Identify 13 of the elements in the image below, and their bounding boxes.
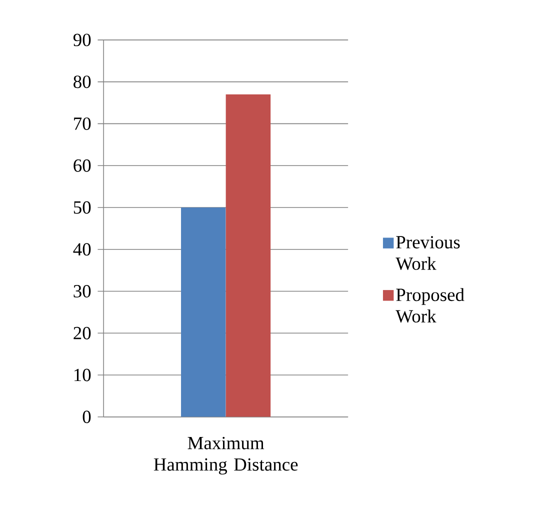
y-tick-label: 60	[74, 159, 91, 172]
y-tick-label: 90	[73, 34, 91, 46]
legend-label: Previous Work	[396, 236, 460, 270]
x-tick-label: Maximum Hamming Distance	[154, 436, 298, 475]
y-tick-label: 30	[74, 284, 91, 298]
y-tick-label: 50	[74, 201, 91, 214]
legend-label: Proposed Work	[396, 288, 464, 323]
y-tick-label: 80	[74, 76, 91, 88]
y-tick-label: 20	[74, 326, 91, 340]
y-tick-label: 0	[82, 410, 91, 424]
y-tick-label: 70	[74, 117, 91, 130]
y-tick-label: 10	[74, 368, 91, 382]
y-tick-label: 40	[73, 243, 91, 256]
